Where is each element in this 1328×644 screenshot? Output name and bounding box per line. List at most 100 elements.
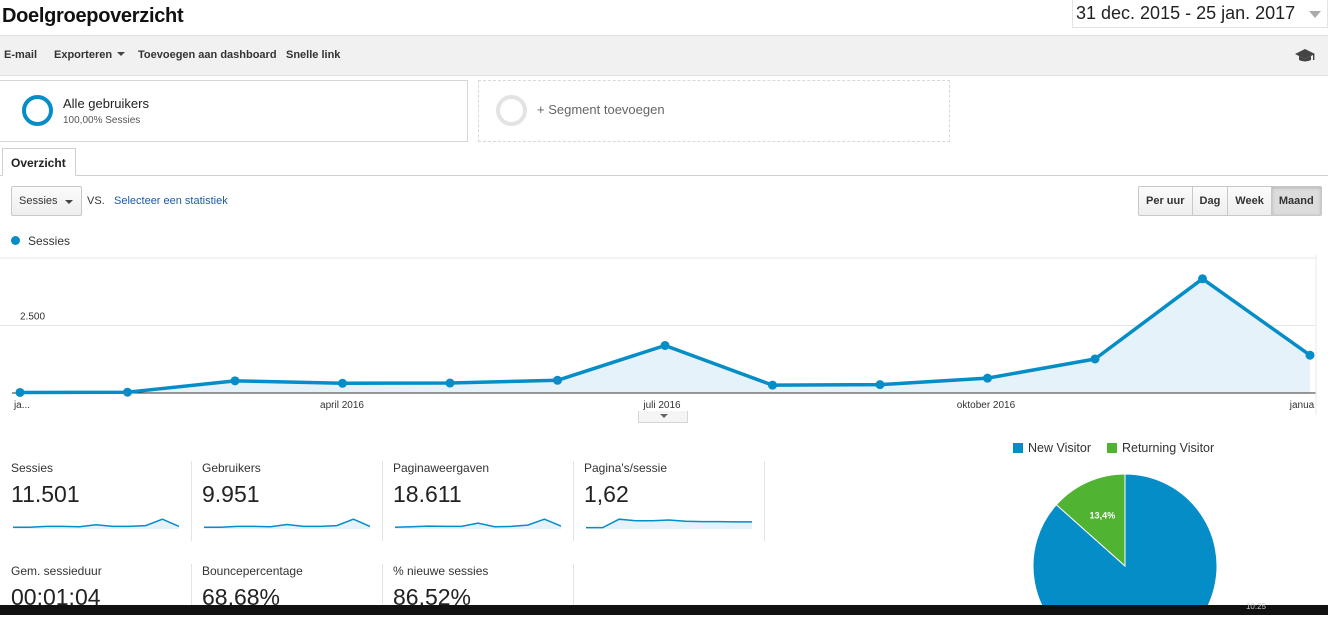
stat-pages-per-session[interactable]: Pagina's/sessie 1,62 bbox=[573, 461, 763, 541]
os-taskbar: 10:25 bbox=[0, 602, 1328, 615]
stat-label: Pagina's/sessie bbox=[584, 461, 668, 475]
swatch-icon bbox=[1106, 443, 1117, 453]
metric-select[interactable]: Sessies bbox=[11, 186, 82, 216]
stat-value: 1,62 bbox=[584, 481, 629, 507]
chart-collapse-toggle[interactable] bbox=[638, 411, 688, 423]
pie-legend-label: New Visitor bbox=[1028, 441, 1091, 455]
data-point[interactable] bbox=[553, 375, 562, 385]
x-tick-label: juli 2016 bbox=[642, 400, 681, 411]
data-point[interactable] bbox=[1305, 350, 1315, 360]
data-point[interactable] bbox=[1090, 354, 1100, 364]
legend-series-name: Sessies bbox=[28, 234, 71, 248]
stat-divider bbox=[382, 564, 383, 609]
data-point[interactable] bbox=[230, 376, 240, 386]
stat-divider bbox=[764, 461, 765, 541]
shortcut-button[interactable]: Snelle link bbox=[286, 49, 341, 61]
data-point[interactable] bbox=[875, 380, 885, 390]
pie-legend-label: Returning Visitor bbox=[1121, 441, 1215, 455]
segment-name: Alle gebruikers bbox=[63, 96, 149, 111]
tab-overview[interactable]: Overzicht bbox=[2, 148, 76, 176]
stat-pageviews[interactable]: Paginaweergaven 18.611 bbox=[382, 461, 572, 541]
segment-ring-icon bbox=[496, 95, 527, 126]
stat-value: 18.611 bbox=[393, 481, 462, 507]
period-month-button[interactable]: Maand bbox=[1271, 187, 1321, 215]
pie-slice-label: 13,4% bbox=[1090, 511, 1116, 521]
data-point[interactable] bbox=[660, 340, 670, 350]
stat-divider bbox=[382, 461, 383, 541]
period-week-button[interactable]: Week bbox=[1228, 187, 1272, 215]
pie-legend: New Visitor Returning Visitor bbox=[1013, 441, 1214, 455]
stat-label: Bouncepercentage bbox=[202, 564, 303, 578]
period-hour-button[interactable]: Per uur bbox=[1139, 187, 1193, 215]
swatch-icon bbox=[1013, 443, 1023, 453]
add-segment-label: + Segment toevoegen bbox=[537, 102, 665, 117]
pie-slice-returning-visitor[interactable] bbox=[1055, 473, 1126, 568]
chart-legend: Sessies bbox=[11, 234, 70, 248]
add-segment-button[interactable]: + Segment toevoegen bbox=[478, 80, 950, 142]
chevron-down-icon bbox=[1309, 11, 1321, 18]
stat-label: Gebruikers bbox=[202, 461, 261, 475]
x-tick-label: janua bbox=[1289, 400, 1315, 411]
page-title: Doelgroepoverzicht bbox=[2, 5, 184, 27]
series-area bbox=[20, 278, 1310, 393]
data-point[interactable] bbox=[983, 373, 992, 383]
date-range-picker[interactable]: 31 dec. 2015 - 25 jan. 2017 bbox=[1072, 0, 1328, 28]
export-label: Exporteren bbox=[54, 49, 113, 61]
data-point[interactable] bbox=[15, 387, 25, 397]
sparkline-line bbox=[394, 518, 562, 528]
sparkline-line bbox=[204, 518, 371, 528]
sparkline-area bbox=[395, 519, 561, 529]
stat-sessions[interactable]: Sessies 11.501 bbox=[0, 461, 190, 541]
sparkline-line bbox=[13, 518, 180, 528]
stat-label: % nieuwe sessies bbox=[393, 564, 489, 578]
pie-legend-returning[interactable]: Returning Visitor bbox=[1106, 441, 1215, 455]
sparkline-line bbox=[586, 518, 752, 529]
tab-divider bbox=[0, 175, 1328, 176]
pie-legend-new[interactable]: New Visitor bbox=[1013, 441, 1091, 455]
stat-users[interactable]: Gebruikers 9.951 bbox=[191, 461, 381, 541]
export-button[interactable]: Exporteren bbox=[54, 49, 126, 61]
select-statistic-link[interactable]: Selecteer een statistiek bbox=[114, 195, 228, 207]
chevron-down-icon bbox=[117, 52, 126, 56]
series-dot-icon bbox=[11, 236, 20, 245]
data-point[interactable] bbox=[338, 378, 347, 388]
data-point[interactable] bbox=[768, 380, 777, 390]
stat-divider bbox=[573, 564, 574, 609]
data-point[interactable] bbox=[445, 378, 455, 388]
data-point[interactable] bbox=[123, 387, 132, 397]
sparkline bbox=[394, 518, 562, 529]
segment-percentage: 100,00% Sessies bbox=[63, 115, 141, 126]
stat-label: Paginaweergaven bbox=[393, 461, 490, 475]
stat-value: 9.951 bbox=[202, 481, 260, 507]
visitor-pie-chart: 13,4% bbox=[1032, 473, 1218, 605]
y-tick-label: 2.500 bbox=[20, 312, 45, 323]
stat-new-sessions[interactable]: % nieuwe sessies 86,52% bbox=[382, 564, 572, 644]
chevron-down-icon bbox=[660, 414, 668, 418]
x-tick-label: oktober 2016 bbox=[957, 400, 1016, 411]
graduation-cap-icon[interactable] bbox=[1294, 48, 1316, 64]
sparkline bbox=[13, 518, 180, 529]
stat-divider bbox=[191, 564, 192, 609]
x-tick-label: april 2016 bbox=[320, 400, 364, 411]
stat-label: Gem. sessieduur bbox=[11, 564, 102, 578]
stat-label: Sessies bbox=[11, 461, 54, 475]
stat-value: 11.501 bbox=[11, 481, 80, 507]
period-day-button[interactable]: Dag bbox=[1192, 187, 1229, 215]
period-toggle: Per uur Dag Week Maand bbox=[1138, 186, 1322, 216]
segment-all-users[interactable]: Alle gebruikers 100,00% Sessies bbox=[0, 80, 468, 142]
stat-avg-session-duration[interactable]: Gem. sessieduur 00:01:04 bbox=[0, 564, 190, 644]
x-tick-label: ja... bbox=[13, 400, 30, 411]
stat-bounce-rate[interactable]: Bouncepercentage 68,68% bbox=[191, 564, 381, 644]
stat-divider bbox=[191, 461, 192, 541]
chevron-down-icon bbox=[65, 200, 73, 204]
sparkline bbox=[204, 518, 371, 529]
add-to-dashboard-button[interactable]: Toevoegen aan dashboard bbox=[138, 49, 277, 61]
sparkline bbox=[586, 518, 752, 529]
email-button[interactable]: E-mail bbox=[4, 49, 38, 61]
segment-ring-icon bbox=[22, 95, 53, 126]
data-point[interactable] bbox=[1198, 274, 1207, 284]
date-range-label: 31 dec. 2015 - 25 jan. 2017 bbox=[1076, 3, 1296, 23]
taskbar-clock: 10:25 bbox=[1245, 602, 1266, 611]
report-toolbar: E-mail Exporteren Toevoegen aan dashboar… bbox=[0, 35, 1328, 76]
